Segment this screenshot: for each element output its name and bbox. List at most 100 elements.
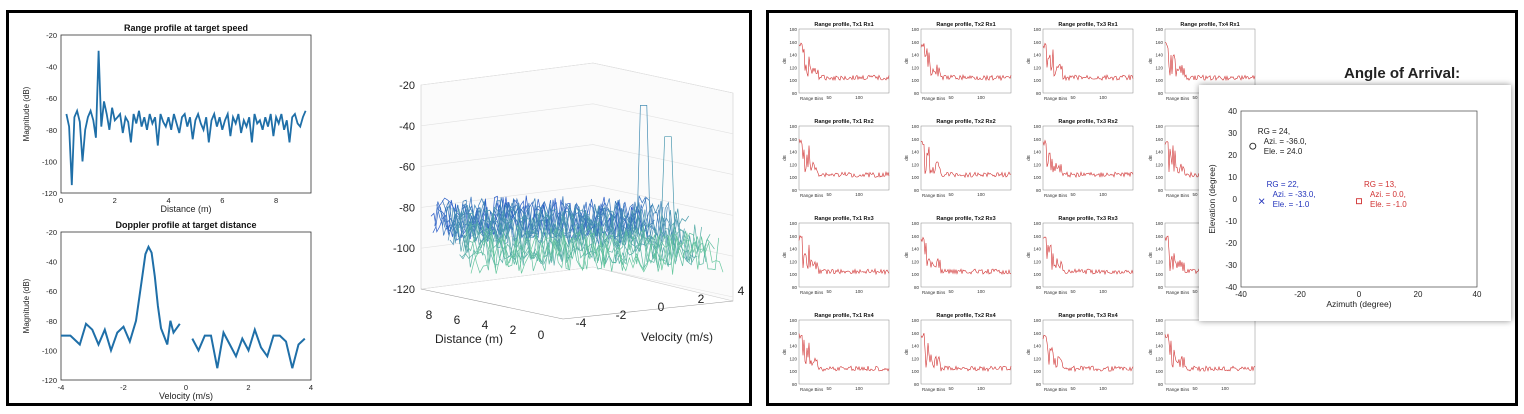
- y-tick-label: 80: [914, 91, 920, 96]
- point-label: Ele. = -1.0: [1370, 200, 1407, 209]
- x-axis-label: Range Bins: [1044, 387, 1068, 392]
- y-tick-label: 80: [792, 382, 798, 387]
- y-tick-label: 20: [1228, 151, 1237, 160]
- x-tick-label: 50: [826, 386, 832, 391]
- distance-tick-label: 8: [426, 308, 433, 322]
- series-line: [920, 332, 1012, 372]
- x-tick-label: 100: [1099, 289, 1107, 294]
- surface-mesh-line: [455, 208, 689, 252]
- y-tick-label: 160: [789, 234, 797, 239]
- y-tick-label: 100: [911, 272, 919, 277]
- series-line: [798, 138, 890, 178]
- y-tick-label: 180: [1155, 27, 1163, 32]
- point-label: Azi. = -33.0,: [1273, 190, 1316, 199]
- distance-tick-label: 2: [510, 323, 517, 337]
- y-tick-label: 100: [1033, 78, 1041, 83]
- left-panel: Range profile at target speed -20 -40 -60 -8…: [6, 10, 752, 406]
- distance-tick-label: 6: [454, 313, 461, 327]
- z-tick-label: -80: [399, 202, 415, 214]
- x-tick-label: -40: [1235, 290, 1247, 299]
- distance-tick-label: 0: [538, 328, 545, 342]
- series-line: [191, 326, 306, 369]
- aoa-title: Angle of Arrival:: [1344, 65, 1461, 82]
- y-tick-label: 120: [1033, 162, 1041, 167]
- y-tick-label: -100: [42, 346, 57, 355]
- x-axis-label: Range Bins: [1166, 290, 1190, 295]
- cell-frame: [920, 125, 1012, 191]
- cell-frame: [798, 222, 890, 288]
- y-tick-label: 160: [1155, 137, 1163, 142]
- y-tick-label: 120: [789, 356, 797, 361]
- x-tick-label: 4: [309, 383, 313, 392]
- x-axis-label: Range Bins: [800, 193, 824, 198]
- cell-frame: [1164, 319, 1256, 385]
- y-tick-label: 180: [911, 124, 919, 129]
- cell-frame: [1042, 319, 1134, 385]
- axes-wall: [420, 62, 734, 302]
- x-axis-label: Range Bins: [800, 387, 824, 392]
- y-tick-label: 160: [789, 137, 797, 142]
- y-tick-label: 140: [789, 53, 797, 58]
- x-axis-label: Range Bins: [922, 96, 946, 101]
- y-tick-label: 140: [1033, 150, 1041, 155]
- y-tick-label: 140: [789, 150, 797, 155]
- x-tick-label: 0: [1357, 290, 1362, 299]
- range-profile-cell: Range profile, Tx2 Rx3 180 160 140 120 100 80 d…: [904, 216, 1012, 295]
- axis-edge: [420, 288, 564, 320]
- y-tick-label: 180: [789, 221, 797, 226]
- x-axis-label: Distance (m): [435, 332, 503, 346]
- y-tick-label: 160: [1033, 137, 1041, 142]
- cell-frame: [798, 28, 890, 94]
- cell-title: Range profile, Tx1 Rx3: [814, 216, 873, 222]
- series-line: [65, 50, 307, 186]
- aoa-chart-box: 40 30 20 10 0 -10 -20 -30 -40 -40 -20 0 20 40 Azimuth …: [1199, 85, 1511, 321]
- y-tick-label: 80: [792, 188, 798, 193]
- y-tick-label: 120: [1033, 356, 1041, 361]
- surface-mesh-line: [449, 105, 677, 246]
- point-label: Ele. = 24.0: [1264, 147, 1303, 156]
- x-tick-label: 2: [113, 196, 117, 205]
- surface-mesh-line: [461, 224, 702, 266]
- series-line: [1164, 42, 1256, 82]
- x-tick-label: 6: [220, 196, 224, 205]
- y-axis-label: dB: [782, 349, 787, 355]
- y-tick-label: -30: [1225, 261, 1237, 270]
- grid-line: [420, 185, 734, 216]
- x-tick-label: -20: [1294, 290, 1306, 299]
- y-tick-label: 100: [1155, 369, 1163, 374]
- x-tick-label: 100: [977, 95, 985, 100]
- y-tick-label: 10: [1228, 173, 1237, 182]
- y-tick-label: -20: [46, 31, 57, 40]
- y-tick-label: 180: [1033, 27, 1041, 32]
- left-figure: Range profile at target speed-20-40-60-8…: [22, 23, 745, 401]
- y-tick-label: 120: [1033, 65, 1041, 70]
- y-tick-label: 140: [911, 247, 919, 252]
- y-axis-label: dB: [782, 58, 787, 64]
- x-tick-label: -2: [120, 383, 127, 392]
- x-axis-label: Velocity (m/s): [159, 391, 213, 401]
- y-tick-label: 100: [911, 369, 919, 374]
- y-tick-label: 80: [1158, 91, 1164, 96]
- cell-title: Range profile, Tx1 Rx1: [814, 22, 873, 28]
- y-tick-label: 160: [789, 331, 797, 336]
- velocity-tick-label: -2: [616, 308, 627, 322]
- z-tick-label: -100: [393, 243, 415, 255]
- series-line: [798, 235, 890, 276]
- y-axis-label: dB: [1026, 252, 1031, 258]
- y-tick-label: -40: [46, 258, 57, 267]
- grid-line: [420, 62, 734, 94]
- x-tick-label: 8: [274, 196, 278, 205]
- x-axis-label: Range Bins: [1044, 193, 1068, 198]
- y-tick-label: 80: [914, 188, 920, 193]
- series-line: [1042, 139, 1134, 178]
- y-tick-label: 180: [911, 27, 919, 32]
- y-tick-label: 100: [911, 78, 919, 83]
- y-tick-label: 80: [1036, 188, 1042, 193]
- x-tick-label: 40: [1473, 290, 1482, 299]
- x-axis-label: Range Bins: [922, 193, 946, 198]
- y-axis-label: dB: [1148, 252, 1153, 258]
- y-tick-label: 180: [911, 318, 919, 323]
- range-profile-cell: Range profile, Tx1 Rx1 180 160 140 120 100 80 d…: [782, 22, 890, 101]
- y-tick-label: 180: [911, 221, 919, 226]
